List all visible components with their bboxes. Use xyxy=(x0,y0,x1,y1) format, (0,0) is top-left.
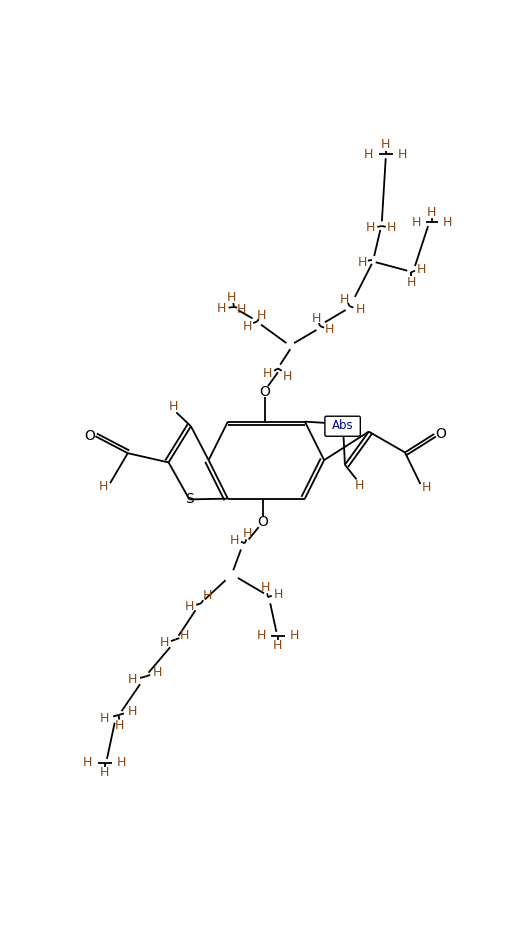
Text: H: H xyxy=(312,312,321,325)
Text: H: H xyxy=(356,303,365,316)
Text: H: H xyxy=(355,479,364,492)
Text: H: H xyxy=(263,367,272,379)
Text: H: H xyxy=(243,527,253,540)
Text: H: H xyxy=(128,673,137,686)
Text: H: H xyxy=(274,588,283,601)
Text: H: H xyxy=(325,323,334,336)
Text: H: H xyxy=(117,757,126,770)
Text: O: O xyxy=(85,430,95,444)
Text: H: H xyxy=(169,401,178,414)
Text: H: H xyxy=(412,216,421,229)
Text: H: H xyxy=(381,138,390,151)
Text: H: H xyxy=(202,589,212,602)
Text: H: H xyxy=(417,262,427,276)
Text: H: H xyxy=(227,291,237,304)
Text: H: H xyxy=(159,636,169,649)
Text: H: H xyxy=(261,581,270,594)
Text: O: O xyxy=(260,385,270,399)
Text: H: H xyxy=(83,757,92,770)
Text: H: H xyxy=(185,600,194,613)
Text: H: H xyxy=(427,205,436,219)
Text: H: H xyxy=(340,292,350,305)
Text: H: H xyxy=(153,666,162,679)
Text: H: H xyxy=(230,533,239,546)
Text: O: O xyxy=(435,427,446,441)
Text: H: H xyxy=(387,221,397,234)
Text: H: H xyxy=(273,639,283,652)
Text: H: H xyxy=(256,630,266,643)
Text: Abs: Abs xyxy=(332,419,353,432)
Text: H: H xyxy=(99,480,108,493)
Text: H: H xyxy=(100,712,110,725)
Text: H: H xyxy=(115,719,124,732)
Text: H: H xyxy=(358,256,367,269)
Text: H: H xyxy=(422,481,431,493)
FancyBboxPatch shape xyxy=(325,417,360,436)
Text: H: H xyxy=(398,148,407,161)
Text: O: O xyxy=(257,515,268,529)
Text: H: H xyxy=(243,319,253,333)
Text: H: H xyxy=(443,216,452,229)
Text: H: H xyxy=(180,630,189,643)
Text: H: H xyxy=(364,148,374,161)
Text: S: S xyxy=(185,492,194,506)
Text: H: H xyxy=(365,221,375,234)
Text: H: H xyxy=(100,766,110,779)
Text: H: H xyxy=(216,302,226,315)
Text: H: H xyxy=(282,370,292,383)
Text: H: H xyxy=(406,276,416,289)
Text: H: H xyxy=(290,630,299,643)
Text: H: H xyxy=(256,309,266,322)
Text: H: H xyxy=(237,303,247,316)
Text: H: H xyxy=(128,705,137,718)
